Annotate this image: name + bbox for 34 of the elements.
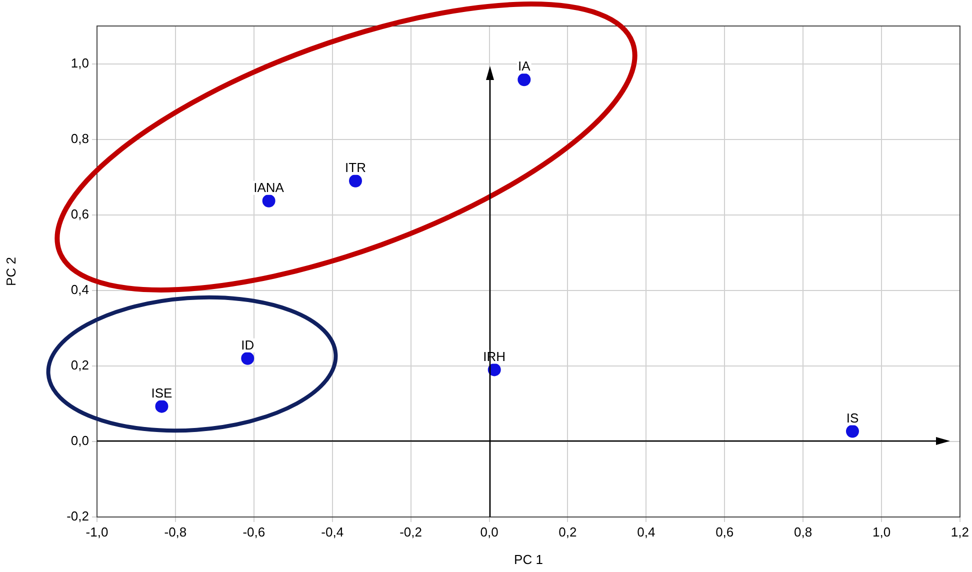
- x-tick-label: 0,2: [558, 524, 577, 540]
- point: [518, 73, 531, 86]
- y-tick-label: 0,4: [70, 282, 89, 297]
- y-tick-label: 0,8: [70, 130, 89, 146]
- x-tick-label: 0,8: [794, 524, 812, 540]
- point: [488, 363, 501, 376]
- y-tick-label: -0,2: [66, 508, 89, 524]
- x-tick-label: 1,2: [950, 524, 970, 540]
- y-tick-label: 0,6: [70, 206, 89, 222]
- point: [348, 174, 362, 188]
- annotation: ISE: [151, 385, 173, 400]
- x-tick-label: -0,6: [242, 524, 266, 540]
- annotation: IA: [518, 58, 531, 74]
- y-tick-label: 0,0: [70, 433, 89, 448]
- x-tick-label: -0,4: [321, 524, 344, 540]
- point: [846, 424, 859, 438]
- x-tick-label: -0,8: [164, 524, 187, 540]
- x-tick-label: 0,6: [716, 524, 734, 540]
- annotation: ITR: [345, 160, 366, 175]
- x-axis-title: PC 1: [514, 552, 543, 567]
- x-tick-label: 1,0: [872, 524, 891, 540]
- x-tick-label: -0,2: [400, 524, 422, 540]
- y-tick-label: 1,0: [70, 55, 89, 70]
- point: [262, 194, 276, 208]
- x-tick-label: 0,4: [637, 524, 656, 540]
- point: [241, 352, 254, 365]
- y-tick-label: 0,2: [70, 358, 89, 372]
- x-tick-label: 0,0: [480, 524, 498, 540]
- annotation: ID: [241, 337, 254, 352]
- annotation: IANA: [254, 180, 284, 195]
- y-axis-title: PC 2: [3, 257, 18, 286]
- x-tick-label: -1,0: [86, 524, 108, 540]
- point: [155, 400, 168, 413]
- annotation: IS: [846, 410, 859, 426]
